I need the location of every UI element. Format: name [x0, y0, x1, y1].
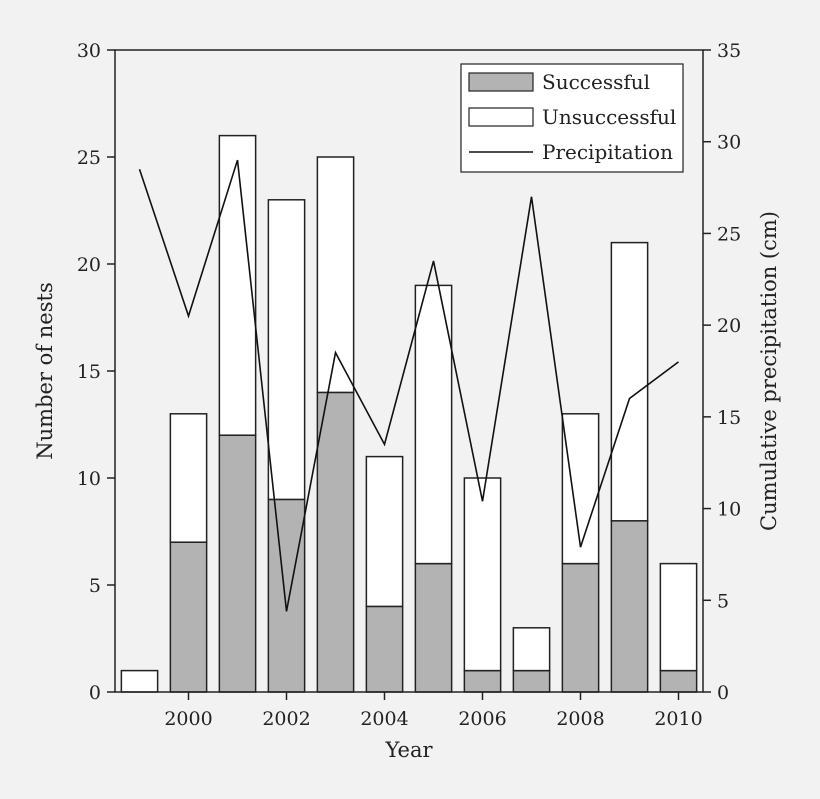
y2-axis-title: Cumulative precipitation (cm)	[757, 211, 781, 531]
x-tick-label-2010: 2010	[654, 708, 702, 730]
y2-tick-label-0: 0	[717, 682, 729, 704]
legend-swatch-unsuccessful	[468, 107, 534, 127]
bar-successful-2010	[659, 669, 698, 693]
bar-unsuccessful-2005	[414, 284, 453, 565]
bar-successful-2006	[463, 669, 502, 693]
legend-label-successful: Successful	[542, 70, 650, 94]
y2-tick-label-35: 35	[717, 40, 741, 62]
bar-unsuccessful-2004	[365, 455, 404, 608]
legend-label-precipitation: Precipitation	[542, 140, 673, 164]
bar-unsuccessful-2003	[316, 156, 355, 394]
bar-unsuccessful-2009	[610, 241, 649, 522]
legend-label-unsuccessful: Unsuccessful	[542, 105, 676, 129]
right-axis: 0 5 10 15 20 25 30 35	[703, 40, 741, 704]
bar-unsuccessful-2010	[659, 562, 698, 672]
y-tick-label-15: 15	[77, 361, 101, 383]
y2-tick-label-10: 10	[717, 499, 741, 521]
precipitation-line	[138, 159, 679, 612]
bar-successful-2001	[218, 434, 257, 693]
bar-unsuccessful-2007	[512, 627, 551, 672]
bars-layer	[120, 134, 698, 693]
x-axis: 2000 2002 2004 2006 2008 2010	[164, 692, 703, 730]
bar-successful-2009	[610, 520, 649, 693]
y2-tick-label-15: 15	[717, 407, 741, 429]
x-axis-title: Year	[384, 738, 433, 762]
y-tick-label-10: 10	[77, 468, 101, 490]
bar-successful-2000	[169, 541, 208, 693]
y-tick-label-20: 20	[77, 254, 101, 276]
bar-unsuccessful-2008	[561, 413, 600, 565]
y2-tick-label-25: 25	[717, 223, 741, 245]
bar-successful-2002	[267, 498, 306, 693]
y-tick-label-30: 30	[77, 40, 101, 62]
y-axis-title: Number of nests	[33, 282, 57, 459]
bar-unsuccessful-2006	[463, 477, 502, 672]
x-tick-label-2004: 2004	[360, 708, 408, 730]
x-tick-label-2000: 2000	[164, 708, 212, 730]
bar-unsuccessful-1999	[120, 669, 159, 693]
bar-unsuccessful-2000	[169, 413, 208, 543]
y2-tick-label-20: 20	[717, 315, 741, 337]
legend: Successful Unsuccessful Precipitation	[460, 63, 684, 173]
bar-unsuccessful-2001	[218, 134, 257, 436]
x-tick-label-2006: 2006	[458, 708, 506, 730]
x-tick-label-2008: 2008	[556, 708, 604, 730]
precipitation-line-layer	[138, 159, 679, 612]
x-tick-label-2002: 2002	[262, 708, 310, 730]
bar-successful-2005	[414, 562, 453, 693]
left-axis: 0 5 10 15 20 25 30	[77, 40, 115, 704]
bar-successful-2004	[365, 605, 404, 693]
y-tick-label-0: 0	[89, 682, 101, 704]
bar-successful-2007	[512, 669, 551, 693]
legend-swatch-successful	[468, 72, 534, 92]
bar-successful-2003	[316, 391, 355, 693]
bar-unsuccessful-2002	[267, 199, 306, 501]
y-tick-label-5: 5	[89, 575, 101, 597]
y-tick-label-25: 25	[77, 147, 101, 169]
y2-tick-label-5: 5	[717, 590, 729, 612]
y2-tick-label-30: 30	[717, 132, 741, 154]
bar-successful-2008	[561, 562, 600, 693]
